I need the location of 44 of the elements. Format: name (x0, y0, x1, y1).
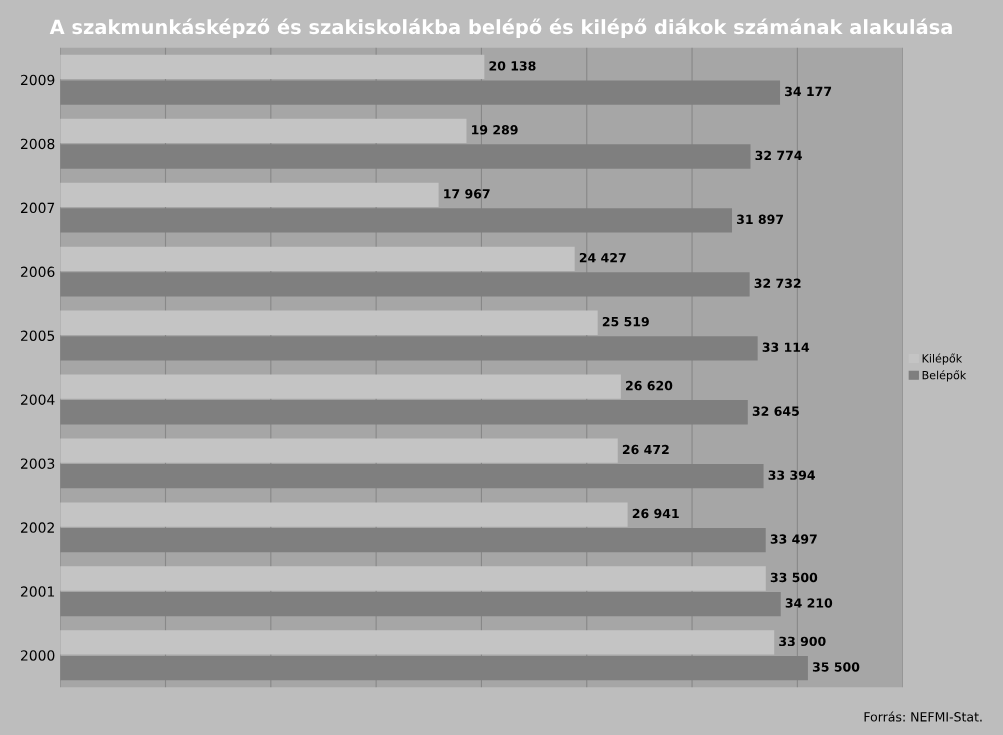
data-label: 34 210 (785, 598, 833, 608)
bar (60, 118, 467, 144)
y-tick-label: 2003 (20, 458, 55, 469)
data-label: 24 427 (579, 252, 626, 263)
data-label: 33 114 (762, 342, 810, 352)
y-tick-label: 2006 (20, 266, 55, 278)
data-label: 32 645 (752, 406, 799, 416)
data-label: 31 897 (737, 214, 784, 225)
y-tick-label: 2001 (20, 586, 55, 597)
legend-label: Kilépők (922, 353, 963, 365)
data-label: 35 500 (812, 662, 860, 672)
y-tick-label: 2005 (20, 330, 55, 341)
bar (60, 566, 766, 591)
data-label: 17 967 (444, 189, 490, 199)
data-label: 26 941 (632, 508, 679, 519)
data-label: 26 472 (622, 444, 669, 455)
y-tick-label: 2002 (20, 522, 54, 533)
bar (60, 630, 775, 655)
y-tick-label: 2007 (20, 202, 55, 214)
y-tick-label: 2004 (20, 394, 55, 405)
text: Forrás: NEFMI-Stat. (864, 711, 982, 722)
chart-title: A szakmunkásképző és szakiskolákba belépő és kilépő diákok számának alakulása (49, 18, 952, 38)
y-tick-label: 2009 (20, 74, 55, 86)
bar (60, 182, 439, 207)
data-label: 32 732 (754, 278, 801, 288)
bar (60, 310, 598, 335)
data-label: 33 497 (770, 534, 817, 544)
data-label: 33 900 (779, 636, 826, 647)
bar (60, 54, 485, 80)
bar (60, 374, 621, 399)
data-label: 25 519 (602, 316, 649, 327)
data-label: 33 394 (768, 470, 815, 480)
data-label: 26 620 (626, 380, 673, 391)
data-label: 34 177 (785, 86, 832, 97)
bar (60, 246, 575, 271)
legend-label: Belépők (922, 370, 967, 382)
bar (60, 502, 628, 527)
y-tick-label: 2000 (20, 650, 55, 661)
data-label: 33 500 (770, 572, 818, 583)
y-tick-label: 2008 (20, 138, 55, 150)
data-label: 19 289 (472, 125, 518, 135)
bar (60, 438, 618, 463)
data-label: 20 138 (489, 61, 536, 71)
data-label: 32 774 (755, 150, 802, 161)
